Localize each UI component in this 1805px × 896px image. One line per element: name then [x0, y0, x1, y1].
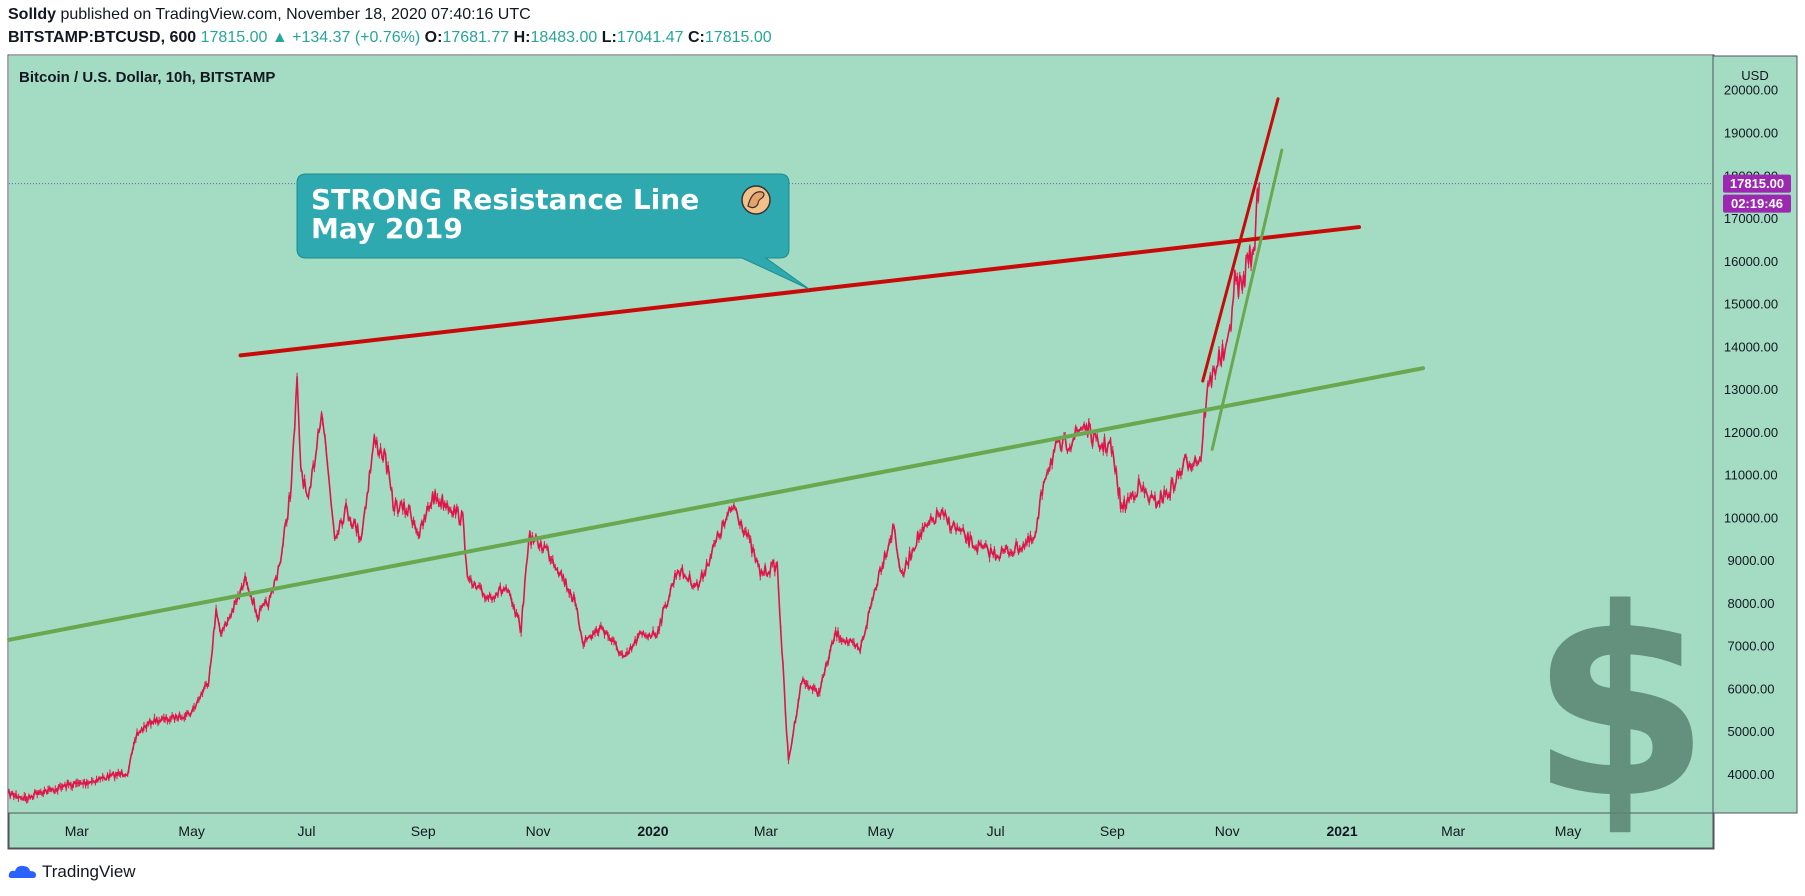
x-tick-label: 2020	[637, 823, 668, 839]
y-tick-label: 19000.00	[1724, 125, 1778, 140]
y-tick-label: 11000.00	[1724, 468, 1777, 483]
support-trend-line	[7, 366, 1426, 642]
last-price-badge: 17815.00 02:19:46	[1723, 174, 1791, 213]
high-key: H:	[513, 29, 531, 46]
channel-upper-line	[1201, 97, 1280, 383]
open-value: 17681.77	[442, 29, 510, 46]
y-tick-label: 8000.00	[1728, 596, 1775, 611]
y-tick-label: 10000.00	[1724, 510, 1778, 525]
y-tick-label: 6000.00	[1728, 681, 1775, 696]
close-key: C:	[688, 29, 705, 46]
chart-title: Bitcoin / U.S. Dollar, 10h, BITSTAMP	[19, 69, 275, 86]
y-tick-label: 13000.00	[1724, 382, 1778, 397]
price-line	[8, 183, 1260, 802]
x-tick-label: Nov	[1215, 823, 1240, 839]
plot-background[interactable]	[9, 56, 1713, 813]
brand-name: TradingView	[42, 862, 136, 881]
callout-line2: May 2019	[311, 212, 463, 245]
time-axis[interactable]	[8, 812, 1714, 849]
y-tick-label: 12000.00	[1724, 425, 1778, 440]
y-tick-labels: 4000.00 5000.00 6000.00 7000.00 8000.00 9000.…	[1724, 83, 1778, 782]
y-tick-label: 14000.00	[1724, 339, 1778, 354]
high-value: 18483.00	[530, 29, 598, 46]
open-key: O:	[424, 29, 443, 46]
y-tick-label: 16000.00	[1724, 254, 1778, 269]
currency-label: USD	[1741, 68, 1768, 83]
y-tick-label: 5000.00	[1728, 724, 1775, 739]
x-tick-label: Mar	[754, 823, 778, 839]
x-tick-label: Sep	[411, 823, 436, 839]
change-value: +134.37 (+0.76%)	[292, 29, 421, 46]
trend-lines[interactable]	[7, 97, 1426, 642]
published-text: published on TradingView.com, November 1…	[60, 6, 531, 23]
x-tick-label: May	[868, 823, 894, 839]
y-tick-label: 7000.00	[1728, 639, 1775, 654]
last-price-badge-text: 17815.00	[1730, 176, 1784, 191]
channel-lower-line	[1210, 148, 1284, 451]
close-value: 17815.00	[704, 29, 772, 46]
price-series	[8, 182, 1260, 804]
tradingview-cloud-icon	[8, 865, 36, 878]
x-tick-label: May	[1555, 823, 1581, 839]
author-name[interactable]: Solldy	[8, 6, 57, 23]
x-tick-label: Sep	[1100, 823, 1125, 839]
x-tick-labels: Mar May Jul Sep Nov 2020 Mar May Jul Sep Nov 2021 Ma…	[65, 823, 1582, 839]
publish-info: Solldy published on TradingView.com, Nov…	[8, 6, 531, 24]
y-tick-label: 4000.00	[1728, 767, 1775, 782]
countdown-badge-text: 02:19:46	[1731, 196, 1783, 211]
y-tick-label: 17000.00	[1724, 211, 1778, 226]
symbol-label: BITSTAMP:BTCUSD, 600	[8, 29, 197, 46]
y-tick-label: 20000.00	[1724, 83, 1778, 98]
countdown-badge-bg	[1723, 194, 1791, 213]
callout-line1: STRONG Resistance Line	[311, 183, 699, 216]
x-tick-label: 2021	[1326, 823, 1357, 839]
resistance-trend-line	[238, 225, 1362, 358]
flexed-biceps-icon	[741, 185, 771, 215]
callout-bubble	[296, 173, 810, 290]
x-tick-label: Jul	[298, 823, 316, 839]
x-tick-label: Mar	[65, 823, 89, 839]
x-tick-label: Mar	[1441, 823, 1465, 839]
x-tick-label: Jul	[987, 823, 1005, 839]
svg-text:$: $	[1530, 554, 1711, 856]
last-price: 17815.00	[200, 29, 268, 46]
x-tick-label: Nov	[526, 823, 551, 839]
tradingview-logo[interactable]: TradingView	[8, 862, 136, 882]
y-tick-label: 15000.00	[1724, 297, 1778, 312]
dollar-icon: $	[1530, 554, 1711, 856]
x-tick-label: May	[178, 823, 204, 839]
ohlc-legend: BITSTAMP:BTCUSD, 600 17815.00 ▲ +134.37 …	[8, 29, 772, 47]
last-price-badge-bg	[1723, 174, 1791, 193]
triangle-up-icon: ▲	[271, 29, 288, 46]
annotation-callout[interactable]: STRONG Resistance Line May 2019	[296, 173, 810, 290]
low-key: L:	[601, 29, 617, 46]
low-value: 17041.47	[616, 29, 684, 46]
y-tick-label: 9000.00	[1728, 553, 1775, 568]
